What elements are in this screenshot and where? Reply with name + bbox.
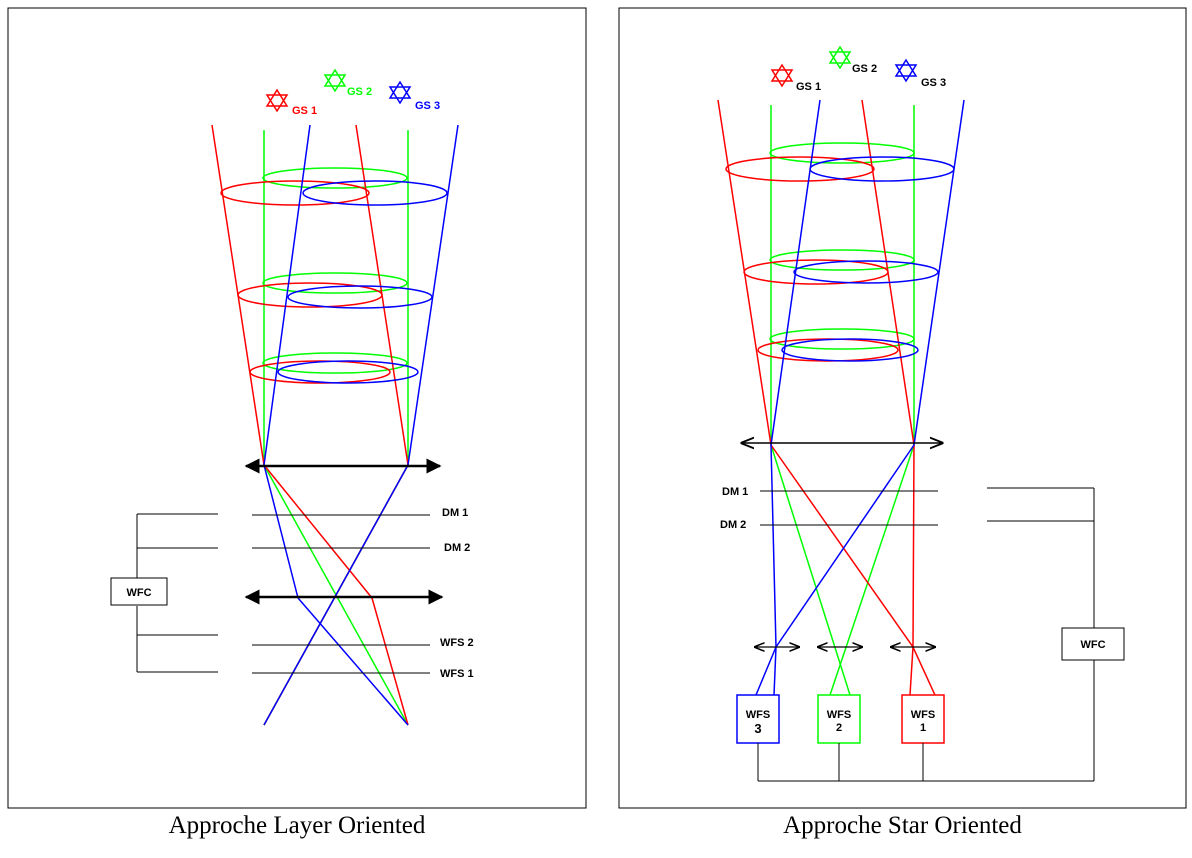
gs3-beam <box>755 99 965 696</box>
gs1-star-icon <box>770 63 794 88</box>
gs2-label: GS 2 <box>347 86 372 98</box>
gs2-star-icon <box>323 68 347 93</box>
wfs3-box <box>736 694 780 744</box>
wfs2-label: WFS <box>827 709 851 721</box>
gs3-label: GS 3 <box>415 100 440 112</box>
wfc-label: WFC <box>126 587 151 599</box>
gs2-star-icon <box>828 45 852 70</box>
gs1-star-icon <box>265 88 289 113</box>
wfc-connections <box>136 513 218 673</box>
wfc-label: WFC <box>1080 639 1105 651</box>
dm2-label: DM 2 <box>720 519 746 531</box>
star-oriented-panel: GS 1 GS 2 GS 3 <box>618 7 1187 809</box>
wfc-connections <box>757 487 1095 782</box>
gs3-beam <box>263 124 459 726</box>
panel-frame <box>7 7 587 809</box>
panel-frame <box>618 7 1187 809</box>
gs1-label: GS 1 <box>796 81 821 93</box>
gs2-beam <box>769 105 915 696</box>
wfs1-label: WFS 1 <box>440 668 474 680</box>
gs1-beam <box>717 99 936 696</box>
wfs1-label: WFS <box>911 709 935 721</box>
dm2-label: DM 2 <box>444 542 470 554</box>
star-oriented-caption: Approche Star Oriented <box>783 812 1022 839</box>
wfs3-number: 3 <box>754 721 761 736</box>
wfc-box <box>110 577 168 606</box>
wfs2-number: 2 <box>836 722 842 734</box>
gs3-label: GS 3 <box>921 77 946 89</box>
wfc-box <box>1061 627 1125 661</box>
gs1-label: GS 1 <box>292 105 317 117</box>
gs2-beam <box>262 130 409 726</box>
layer-oriented-panel: GS 1 GS 2 GS 3 <box>7 7 587 809</box>
gs1-beam <box>211 124 409 726</box>
wfs1-number: 1 <box>920 722 926 734</box>
dm1-label: DM 1 <box>442 507 468 519</box>
gs3-star-icon <box>894 58 918 83</box>
gs3-star-icon <box>388 80 412 105</box>
wfs3-label: WFS <box>746 709 770 721</box>
wfs2-box <box>817 694 861 744</box>
layer-oriented-caption: Approche Layer Oriented <box>168 812 426 839</box>
wfs2-label: WFS 2 <box>440 637 474 649</box>
gs2-label: GS 2 <box>852 63 877 75</box>
dm1-label: DM 1 <box>722 486 748 498</box>
